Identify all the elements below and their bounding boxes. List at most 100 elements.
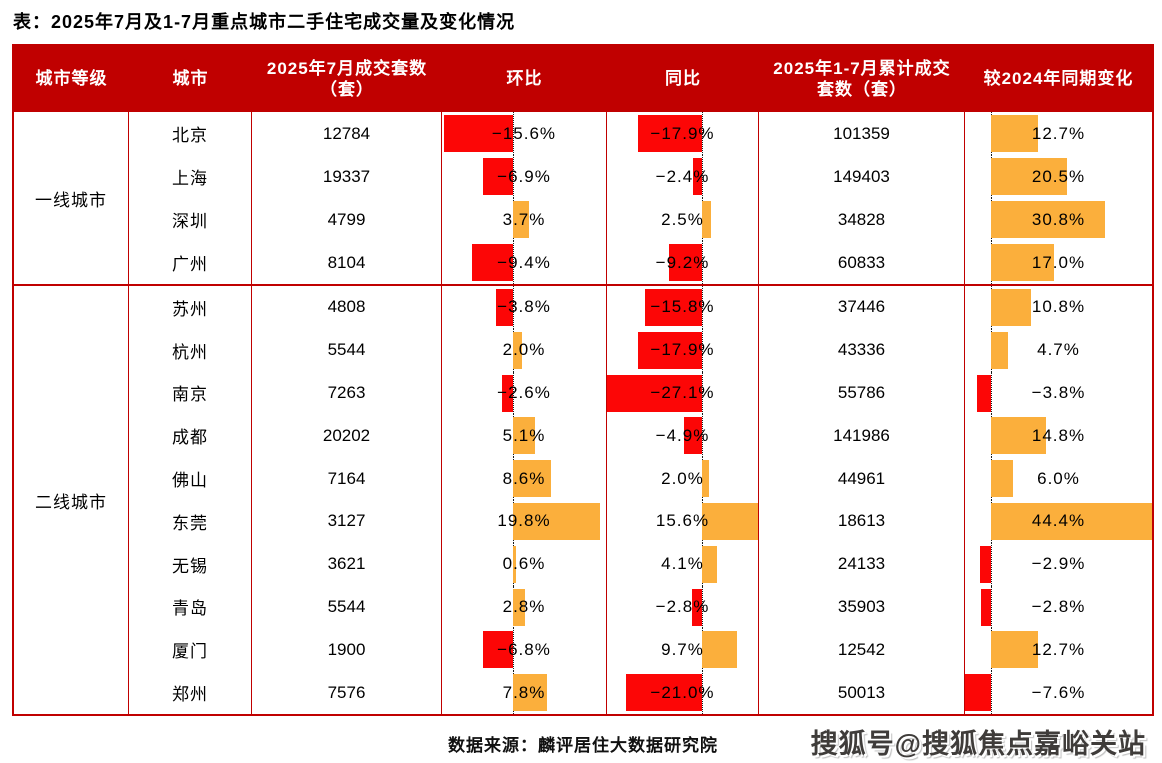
header-mom-change: 环比 (506, 69, 543, 89)
cumulative-volume-cell: 43336 (759, 328, 965, 372)
header-yoy-change: 同比 (665, 69, 701, 89)
mom-change-bar (483, 631, 513, 669)
housing-data-table: 城市等级 城市 2025年7月成交套数（套） 环比 同比 2025年1-7月累计… (12, 44, 1154, 716)
mom-change: −2.6% (442, 371, 607, 415)
yoy-change-value: −17.9% (650, 123, 715, 143)
mom-change: 8.6% (442, 457, 607, 500)
yoy-change: 2.5% (607, 198, 759, 241)
city-cell: 南京 (129, 371, 252, 415)
yoy-change-bar (684, 417, 702, 455)
table-row: 东莞 3127 19.8% 15.6% 18613 44.4% (129, 499, 1152, 543)
header-city: 城市 (172, 69, 209, 89)
yoy-change: 9.7% (607, 628, 759, 672)
yoy-change: −4.9% (607, 414, 759, 458)
table-row: 成都 20202 5.1% −4.9% 141986 14.8% (129, 414, 1152, 458)
yoy-change-bar (645, 289, 702, 326)
cum-vs-2024-change-value: −2.8% (1031, 596, 1086, 616)
table-row: 郑州 7576 7.8% −21.0% 50013 −7.6% (129, 671, 1152, 714)
city-cell: 郑州 (129, 671, 252, 714)
mom-change-bar (513, 331, 522, 369)
jul-volume-cell: 7164 (252, 457, 442, 500)
cum-vs-2024-change: −3.8% (965, 371, 1152, 415)
city-tier-group: 一线城市 北京 12784 −15.6% −17.9% 101359 12.7% 上海 1933… (14, 112, 1152, 284)
city-cell: 深圳 (129, 198, 252, 241)
cum-vs-2024-change-bar (980, 545, 991, 583)
mom-change: −6.9% (442, 155, 607, 198)
yoy-change-bar (607, 374, 702, 412)
mom-change-value: 5.1% (502, 425, 546, 445)
data-source-note: 数据来源：麟评居住大数据研究院 (448, 736, 718, 755)
mom-change-value: −15.6% (491, 123, 557, 143)
mom-change: −6.8% (442, 628, 607, 672)
mom-change: 2.0% (442, 328, 607, 372)
yoy-change: 2.0% (607, 457, 759, 500)
mom-change-value: 19.8% (497, 511, 551, 531)
jul-volume-cell: 4808 (252, 286, 442, 329)
cumulative-volume-cell: 37446 (759, 286, 965, 329)
table-row: 深圳 4799 3.7% 2.5% 34828 30.8% (129, 198, 1152, 241)
table-header-row: 城市等级 城市 2025年7月成交套数（套） 环比 同比 2025年1-7月累计… (14, 46, 1152, 112)
header-cumulative-volume: 2025年1-7月累计成交套数（套） (773, 58, 951, 99)
tier-group-rows: 北京 12784 −15.6% −17.9% 101359 12.7% 上海 19337 −6.… (129, 112, 1152, 284)
table-row: 青岛 5544 2.8% −2.8% 35903 −2.8% (129, 585, 1152, 629)
cumulative-volume-cell: 35903 (759, 585, 965, 629)
yoy-change-bar (691, 588, 702, 626)
table-body: 一线城市 北京 12784 −15.6% −17.9% 101359 12.7% 上海 1933… (14, 112, 1152, 714)
cum-vs-2024-change-bar (965, 674, 991, 712)
mom-change-bar (513, 201, 530, 238)
tier-cell: 二线城市 (14, 286, 129, 714)
mom-change: 0.6% (442, 542, 607, 586)
cum-vs-2024-change: −2.8% (965, 585, 1152, 629)
yoy-change-value: 2.0% (661, 468, 704, 488)
yoy-change-value: −27.1% (650, 382, 715, 402)
city-cell: 东莞 (129, 499, 252, 543)
jul-volume-cell: 3127 (252, 499, 442, 543)
yoy-change: −2.4% (607, 155, 759, 198)
yoy-change-bar (637, 115, 702, 152)
table-row: 北京 12784 −15.6% −17.9% 101359 12.7% (129, 112, 1152, 155)
cum-vs-2024-change-bar (980, 588, 991, 626)
cum-vs-2024-change-value: 12.7% (1031, 639, 1086, 659)
table-row: 佛山 7164 8.6% 2.0% 44961 6.0% (129, 457, 1152, 500)
jul-volume-cell: 5544 (252, 585, 442, 629)
cum-vs-2024-change: 30.8% (965, 198, 1152, 241)
table-row: 无锡 3621 0.6% 4.1% 24133 −2.9% (129, 542, 1152, 586)
mom-change: 7.8% (442, 671, 607, 714)
mom-change: −15.6% (442, 112, 607, 155)
jul-volume-cell: 19337 (252, 155, 442, 198)
cumulative-volume-cell: 141986 (759, 414, 965, 458)
tier-group-rows: 苏州 4808 −3.8% −15.8% 37446 10.8% 杭州 5544 2.0% −17… (129, 286, 1152, 714)
yoy-change-value: −9.2% (655, 252, 710, 272)
mom-change-value: 2.8% (502, 596, 546, 616)
yoy-change-bar (702, 631, 737, 669)
cumulative-volume-cell: 149403 (759, 155, 965, 198)
cumulative-volume-cell: 34828 (759, 198, 965, 241)
city-cell: 上海 (129, 155, 252, 198)
cum-vs-2024-change: 14.8% (965, 414, 1152, 457)
yoy-change: −21.0% (607, 671, 759, 714)
cum-vs-2024-change-value: 12.7% (1031, 123, 1086, 143)
cum-vs-2024-change-value: 14.8% (1031, 425, 1086, 445)
cum-vs-2024-change-value: −2.9% (1031, 554, 1086, 574)
mom-change: −9.4% (442, 241, 607, 284)
mom-change-value: −2.6% (497, 382, 551, 402)
cum-vs-2024-change-value: 17.0% (1031, 252, 1086, 272)
mom-change-bar (501, 374, 513, 412)
cum-vs-2024-change-bar (991, 244, 1054, 281)
mom-change-bar (513, 545, 516, 583)
jul-volume-cell: 3621 (252, 542, 442, 586)
cum-vs-2024-change-bar (991, 201, 1105, 238)
cum-vs-2024-change-bar (991, 331, 1009, 369)
cum-vs-2024-change: −2.9% (965, 542, 1152, 586)
yoy-change-bar (702, 201, 711, 238)
yoy-change-bar (702, 460, 710, 498)
mom-change: 5.1% (442, 414, 607, 458)
cum-vs-2024-change: 6.0% (965, 457, 1152, 500)
mom-change-bar (513, 417, 536, 455)
yoy-change: −9.2% (607, 241, 759, 284)
table-row: 广州 8104 −9.4% −9.2% 60833 17.0% (129, 241, 1152, 284)
city-cell: 无锡 (129, 542, 252, 586)
mom-change-value: 7.8% (502, 682, 546, 702)
cum-vs-2024-change-value: 20.5% (1031, 166, 1086, 186)
cumulative-volume-cell: 101359 (759, 112, 965, 155)
